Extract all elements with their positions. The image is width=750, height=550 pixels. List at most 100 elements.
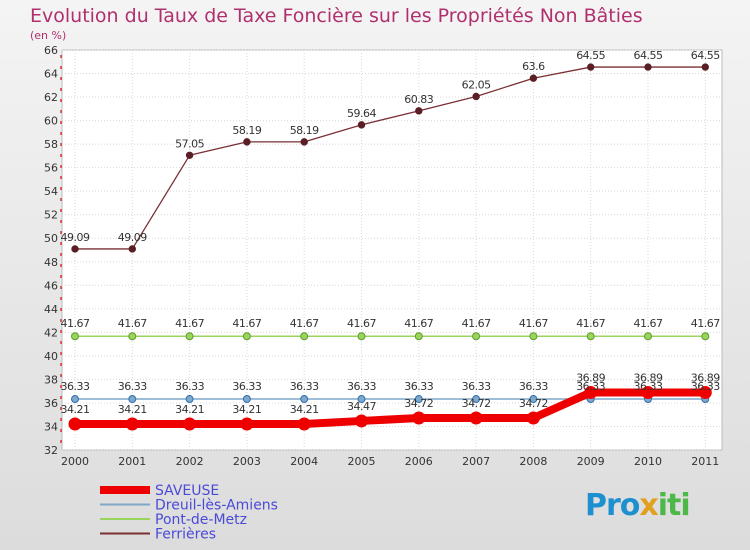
y-tick-label: 52 [44, 209, 58, 222]
series-line-saveuse [71, 388, 710, 428]
data-label: 58.19 [232, 124, 261, 137]
data-point [125, 417, 139, 431]
data-point [469, 411, 483, 425]
data-label: 41.67 [290, 317, 319, 330]
data-label: 34.47 [347, 400, 376, 413]
data-point [357, 121, 366, 129]
chart-subtitle: (en %) [30, 29, 67, 42]
data-label: 49.09 [118, 231, 147, 244]
data-label: 34.21 [232, 403, 261, 416]
data-label: 41.67 [519, 317, 548, 330]
x-tick-label: 2007 [462, 455, 490, 468]
plot-area [61, 49, 723, 451]
x-tick-label: 2004 [290, 455, 318, 468]
data-point [185, 395, 194, 404]
x-tick-label: 2008 [519, 455, 547, 468]
data-point [472, 395, 481, 404]
data-point [71, 332, 79, 341]
data-point [242, 395, 251, 404]
data-point [300, 138, 308, 146]
data-label: 64.55 [691, 49, 720, 62]
data-label: 36.33 [118, 380, 147, 393]
data-point [698, 385, 712, 399]
data-point [240, 417, 254, 431]
data-point [701, 332, 710, 341]
legend-label: Dreuil-lès-Amiens [155, 498, 278, 514]
x-tick-label: 2009 [577, 455, 605, 468]
data-label: 34.21 [118, 403, 147, 416]
data-point [529, 395, 538, 404]
y-tick-label: 54 [44, 185, 58, 198]
data-label: 41.67 [634, 317, 663, 330]
data-point [415, 107, 423, 115]
data-point [357, 332, 366, 341]
x-tick-label: 2000 [61, 455, 89, 468]
data-point [183, 417, 197, 431]
data-point [128, 245, 137, 253]
data-label: 41.67 [61, 317, 90, 330]
y-tick-label: 64 [44, 68, 58, 81]
data-point [529, 332, 538, 341]
y-tick-label: 38 [44, 373, 58, 386]
x-tick-label: 2001 [118, 455, 146, 468]
data-point [526, 411, 540, 425]
chart-title: Evolution du Taux de Taxe Foncière sur l… [30, 5, 643, 27]
data-label: 36.33 [576, 380, 605, 393]
data-label: 36.33 [290, 380, 319, 393]
data-point [68, 417, 82, 431]
data-label: 41.67 [118, 317, 147, 330]
data-label: 58.19 [290, 124, 319, 137]
data-label: 34.21 [175, 403, 204, 416]
data-point [243, 138, 251, 146]
y-tick-label: 58 [44, 138, 58, 151]
data-label: 41.67 [462, 317, 491, 330]
data-label: 41.67 [175, 317, 204, 330]
data-point [71, 395, 79, 404]
data-point [472, 332, 481, 341]
data-label: 41.67 [232, 317, 261, 330]
data-label: 41.67 [576, 317, 605, 330]
data-label: 64.55 [576, 49, 605, 62]
y-tick-label: 42 [44, 326, 58, 339]
data-point [586, 332, 595, 341]
data-label: 36.33 [404, 380, 433, 393]
data-point [641, 385, 655, 399]
data-point [472, 92, 480, 101]
data-label: 36.33 [232, 380, 261, 393]
data-point [412, 411, 426, 425]
x-tick-label: 2011 [691, 455, 719, 468]
proxiti-logo: Proxiti [585, 488, 691, 523]
data-label: 34.72 [519, 397, 548, 410]
data-point [71, 245, 79, 253]
y-tick-label: 62 [44, 91, 58, 104]
data-label: 60.83 [404, 93, 433, 106]
data-point [587, 63, 595, 71]
x-tick-label: 2005 [348, 455, 376, 468]
legend-label: Pont-de-Metz [155, 512, 247, 528]
data-label: 36.33 [634, 380, 663, 393]
y-tick-label: 66 [44, 44, 58, 57]
legend-label: SAVEUSE [155, 483, 219, 499]
y-tick-label: 34 [44, 420, 58, 433]
data-label: 34.21 [290, 403, 319, 416]
data-label: 41.67 [404, 317, 433, 330]
data-point [644, 332, 652, 341]
data-label: 36.89 [691, 371, 720, 384]
data-label: 36.33 [347, 380, 376, 393]
data-label: 34.72 [404, 397, 433, 410]
data-point [300, 332, 309, 341]
data-point [128, 395, 137, 404]
x-tick-label: 2006 [405, 455, 433, 468]
data-label: 36.33 [462, 380, 491, 393]
data-point [297, 417, 311, 431]
data-point [357, 395, 366, 404]
data-label: 36.89 [576, 371, 605, 384]
data-point [414, 395, 423, 404]
y-tick-label: 60 [44, 115, 58, 128]
y-tick-label: 44 [44, 303, 58, 316]
data-label: 41.67 [691, 317, 720, 330]
y-tick-label: 48 [44, 256, 58, 269]
data-label: 41.67 [347, 317, 376, 330]
data-point [355, 414, 368, 428]
